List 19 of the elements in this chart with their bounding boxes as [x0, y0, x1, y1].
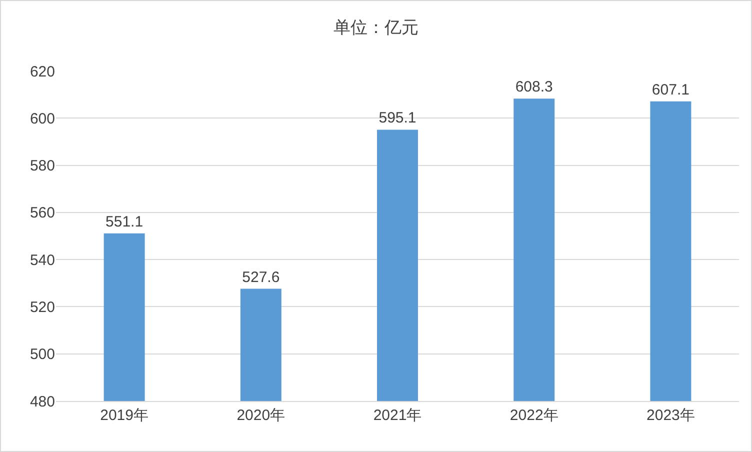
- y-tick-label: 480: [30, 393, 55, 410]
- data-label: 607.1: [652, 81, 690, 98]
- x-tick-label: 2019年: [100, 407, 148, 424]
- chart-title: 单位：亿元: [334, 18, 418, 38]
- x-tick-label: 2022年: [510, 407, 558, 424]
- data-label: 551.1: [106, 213, 144, 230]
- y-tick-label: 600: [30, 110, 55, 128]
- y-tick-label: 560: [30, 204, 55, 222]
- data-label: 595.1: [378, 110, 416, 127]
- x-tick-label: 2023年: [646, 407, 695, 424]
- y-tick-label: 540: [30, 252, 55, 269]
- y-tick-label: 520: [30, 298, 55, 316]
- data-label: 527.6: [242, 268, 280, 286]
- y-tick-label: 620: [30, 63, 55, 80]
- y-tick-label: 500: [30, 346, 55, 364]
- x-tick-label: 2020年: [236, 407, 286, 424]
- y-tick-label: 580: [30, 158, 55, 175]
- x-tick-label: 2021年: [373, 407, 422, 424]
- data-label: 608.3: [515, 78, 553, 96]
